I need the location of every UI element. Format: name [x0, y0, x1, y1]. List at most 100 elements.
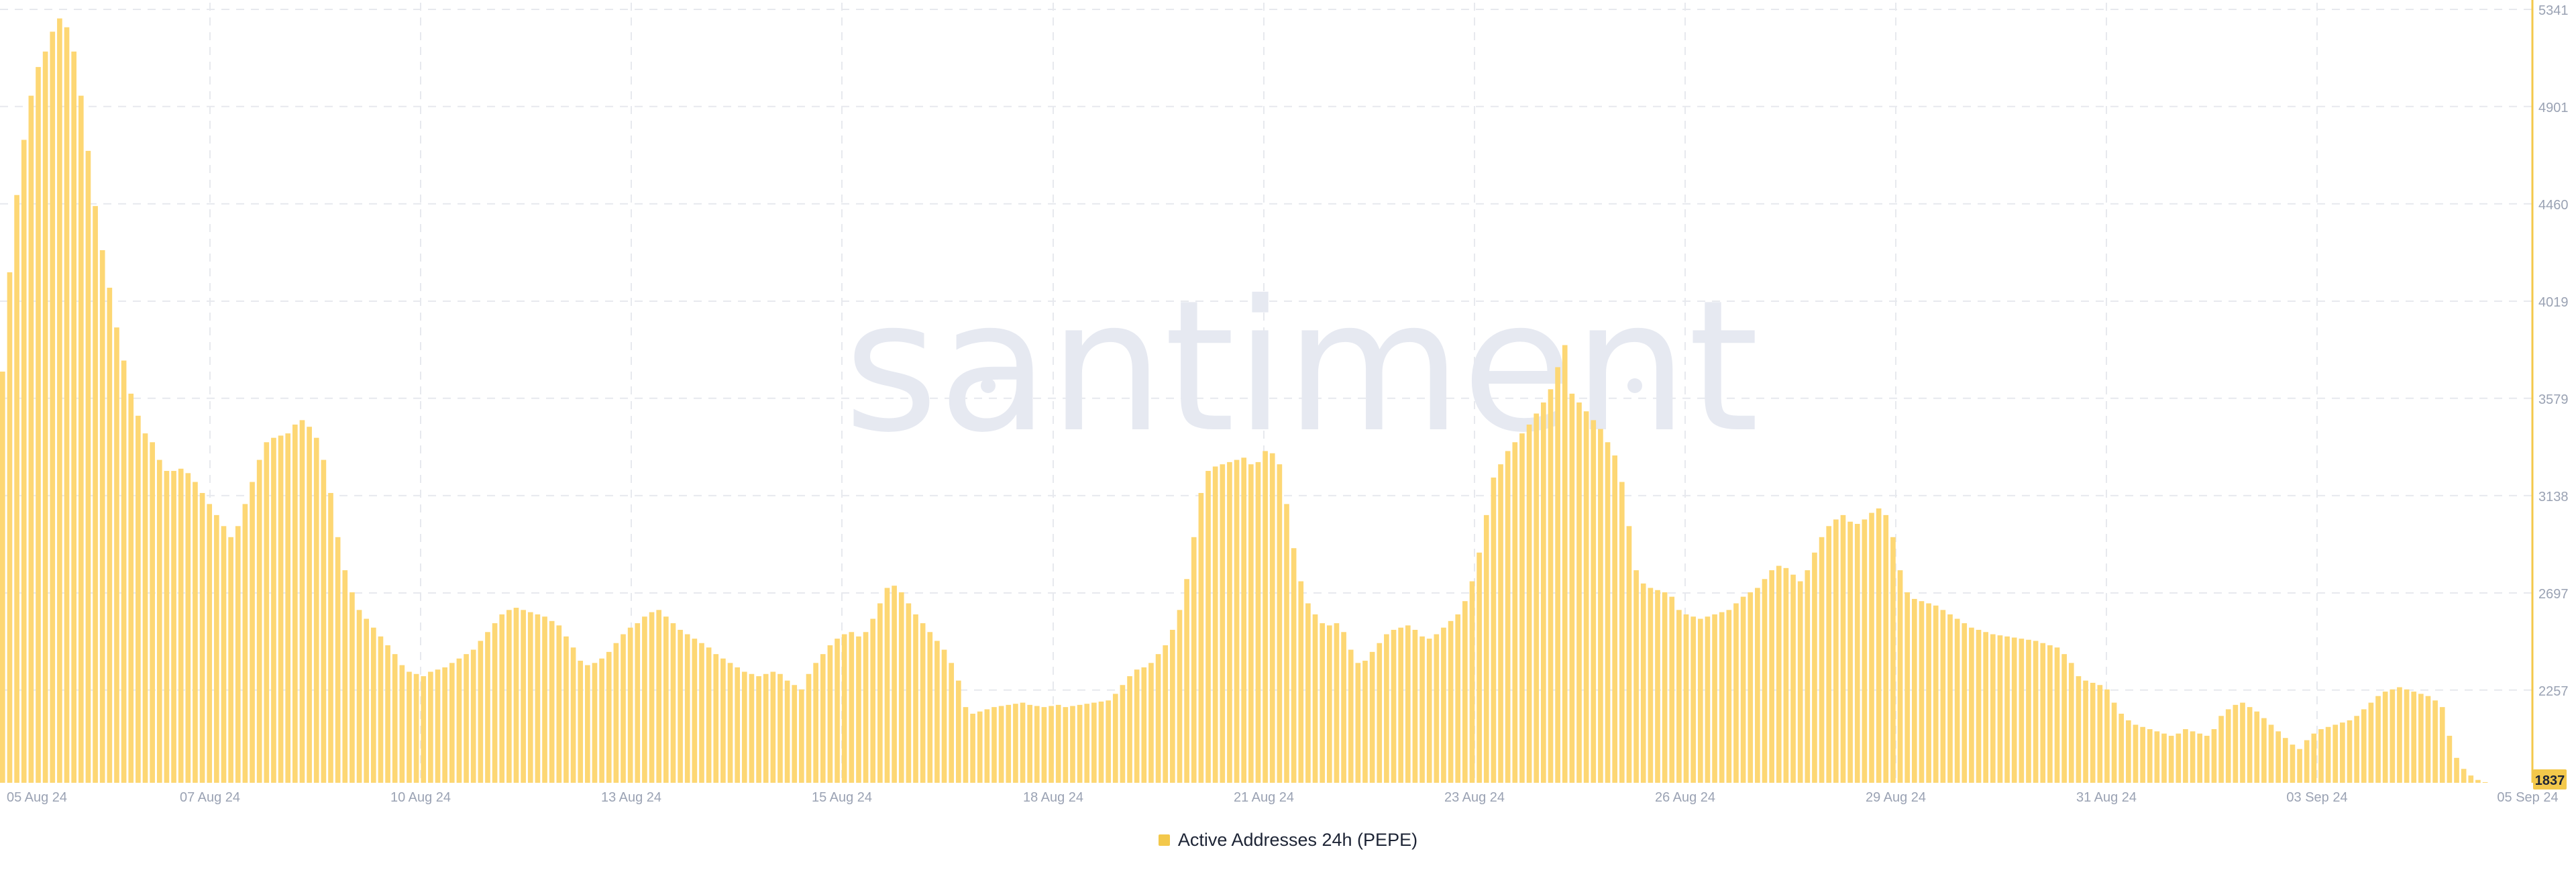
bar [2332, 724, 2339, 783]
bar [1969, 627, 1974, 783]
bar [2261, 718, 2267, 783]
bar [1084, 704, 1090, 783]
bar [2397, 687, 2402, 783]
bar [1690, 616, 1696, 783]
bar [627, 627, 633, 783]
bar [1534, 413, 1540, 783]
bar [2290, 745, 2296, 783]
bar [2133, 724, 2139, 783]
bar [949, 663, 955, 783]
bar [1462, 601, 1468, 783]
bar [2268, 724, 2274, 783]
bar [1006, 704, 1012, 783]
bar [741, 671, 747, 783]
bar [1683, 614, 1689, 783]
bar [2475, 779, 2481, 783]
bar [2482, 782, 2488, 783]
bar [1191, 537, 1197, 783]
bar [699, 643, 704, 783]
bar [1120, 685, 1126, 783]
bar [599, 658, 604, 783]
bar [678, 629, 683, 783]
bar [713, 654, 719, 783]
bar [2468, 775, 2474, 783]
bar [1591, 420, 1597, 783]
bar [1177, 610, 1183, 783]
bar [806, 673, 812, 783]
bar [271, 437, 276, 783]
bar [0, 371, 5, 783]
bar [1255, 461, 1261, 783]
bar [2411, 692, 2417, 783]
bar [42, 51, 48, 783]
bar [1776, 565, 1782, 783]
bar [1063, 707, 1069, 783]
bar [642, 616, 647, 783]
bar [2097, 685, 2103, 783]
bar [2382, 692, 2388, 783]
bar [1348, 649, 1354, 783]
bar [2418, 694, 2424, 783]
bar [1505, 451, 1511, 783]
bar [21, 140, 27, 783]
bar [307, 427, 312, 783]
bar [2247, 707, 2253, 783]
y-tick-label: 3579 [2538, 392, 2569, 407]
bar [1441, 627, 1446, 783]
bar [136, 415, 141, 783]
bar [1919, 601, 1925, 783]
bar [14, 195, 19, 783]
bar [1491, 477, 1497, 783]
bar [2354, 716, 2359, 783]
bar [57, 18, 62, 783]
bar [1320, 623, 1325, 783]
bar [1155, 654, 1161, 783]
bar [421, 676, 427, 783]
x-tick-label: 21 Aug 24 [1234, 790, 1294, 805]
bar [684, 634, 690, 783]
bar [870, 618, 876, 783]
bar [7, 272, 13, 783]
bar [1562, 345, 1568, 783]
bar [2111, 702, 2117, 783]
bar [399, 665, 405, 783]
bar [85, 150, 91, 783]
bar [1598, 429, 1603, 783]
bar [1940, 610, 1946, 783]
bar [171, 471, 176, 783]
watermark-dot-right [1627, 378, 1642, 393]
bar [513, 608, 519, 783]
bar [663, 616, 669, 783]
bar [499, 614, 505, 783]
bar [1098, 701, 1104, 783]
bar [1762, 579, 1768, 783]
bar [392, 654, 398, 783]
bar [977, 711, 983, 783]
bar [856, 636, 861, 783]
bar [1362, 661, 1368, 783]
bar [2404, 689, 2410, 783]
bar [193, 482, 198, 783]
bar [407, 671, 412, 783]
bar [2004, 636, 2010, 783]
bar [2375, 696, 2381, 783]
bar [1055, 704, 1061, 783]
bar [1227, 461, 1232, 783]
bar [1070, 706, 1075, 783]
y-tick-label: 4019 [2538, 295, 2569, 310]
bar [1034, 706, 1040, 783]
bar [1398, 627, 1403, 783]
bar [464, 654, 469, 783]
bar [1669, 596, 1675, 783]
bar [1049, 706, 1054, 783]
santiment-watermark: santiment [844, 261, 1759, 472]
bar [1833, 519, 1839, 783]
bar [2176, 733, 2182, 783]
bar [1312, 614, 1318, 783]
bar [1277, 464, 1283, 783]
bar [1569, 393, 1575, 783]
bar [592, 663, 598, 783]
bar [1883, 514, 1889, 783]
bar [564, 636, 569, 783]
bar [1248, 464, 1254, 783]
